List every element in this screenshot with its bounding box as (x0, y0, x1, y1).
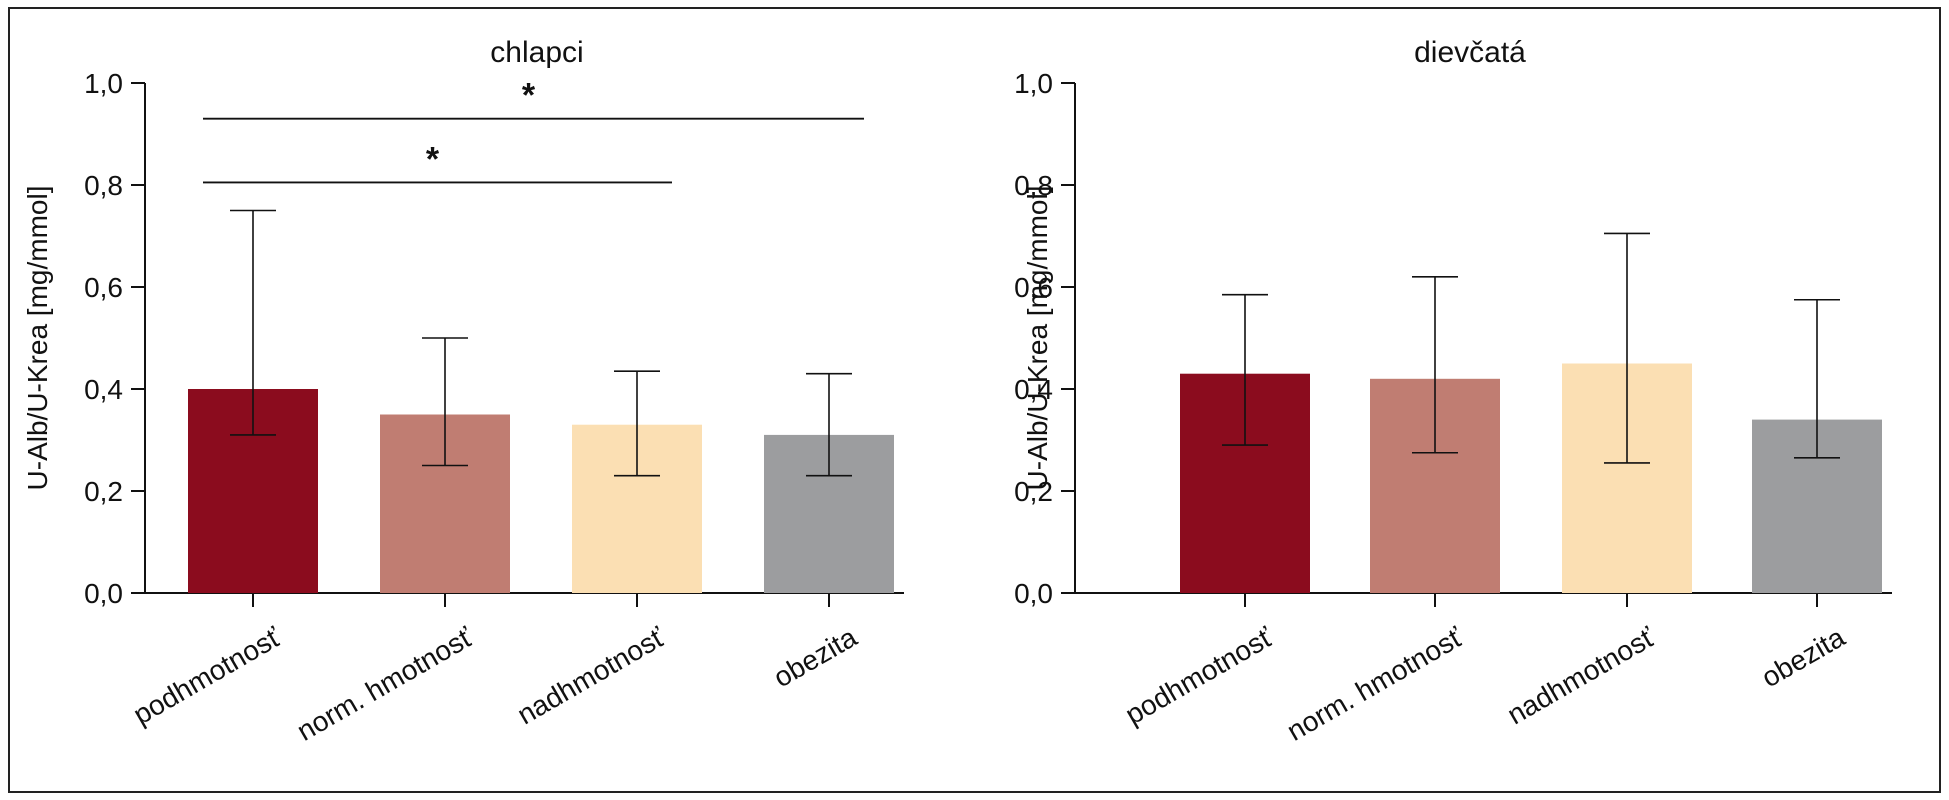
x-tick-label: podhmotnosť (1120, 621, 1278, 730)
y-tick-label: 0,2 (1014, 476, 1053, 507)
y-tick-label: 0,6 (84, 272, 123, 303)
x-tick-label: norm. hmotnosť (1282, 621, 1469, 747)
x-tick-label: podhmotnosť (128, 621, 286, 730)
y-tick-label: 1,0 (84, 68, 123, 99)
x-tick-label: nadhmotnosť (512, 621, 670, 730)
y-tick-label: 0,2 (84, 476, 123, 507)
y-tick-label: 0,4 (1014, 374, 1053, 405)
y-axis-title: U-Alb/U-Krea [mg/mmol] (1022, 186, 1053, 491)
y-tick-label: 0,8 (1014, 170, 1053, 201)
y-axis-title: U-Alb/U-Krea [mg/mmol] (22, 186, 53, 491)
x-tick-label: nadhmotnosť (1502, 621, 1660, 730)
panel-title: chlapci (490, 36, 583, 69)
significance-marker: * (426, 140, 440, 178)
y-tick-label: 0,0 (1014, 578, 1053, 609)
y-tick-label: 1,0 (1014, 68, 1053, 99)
x-tick-label: obezita (1756, 621, 1850, 693)
y-tick-label: 0,8 (84, 170, 123, 201)
panel-title: dievčatá (1414, 36, 1526, 69)
y-tick-label: 0,0 (84, 578, 123, 609)
significance-marker: * (522, 77, 536, 115)
y-tick-label: 0,6 (1014, 272, 1053, 303)
x-tick-label: obezita (768, 621, 862, 693)
y-tick-label: 0,4 (84, 374, 123, 405)
x-tick-label: norm. hmotnosť (292, 621, 479, 747)
